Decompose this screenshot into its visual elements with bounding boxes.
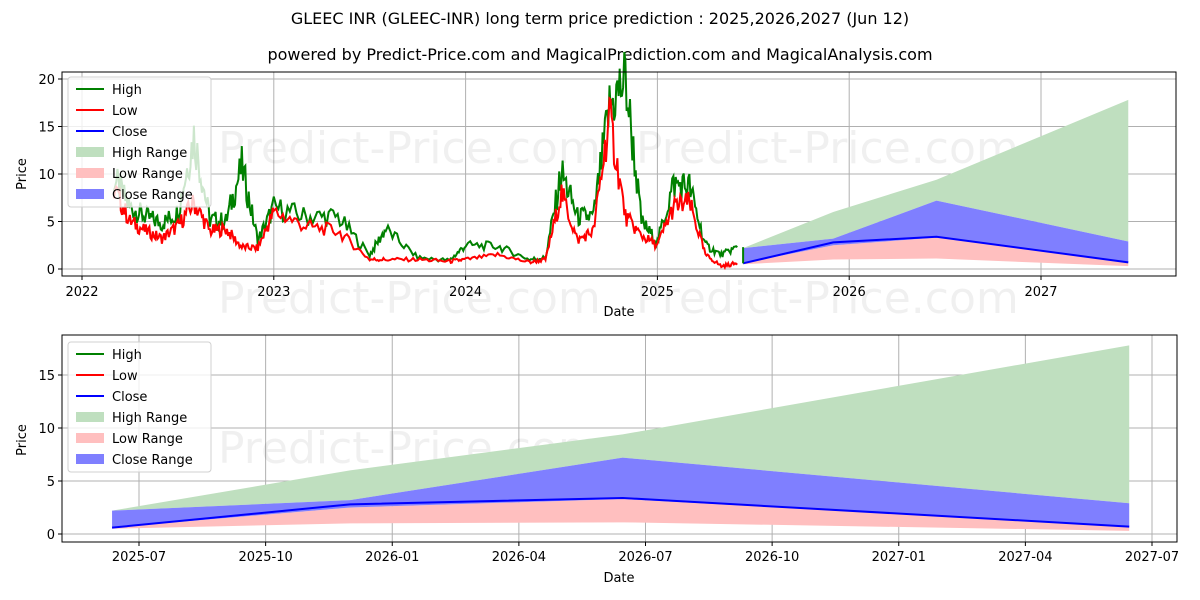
chart-title: GLEEC INR (GLEEC-INR) long term price pr… (290, 9, 910, 28)
top-prediction-fills (743, 99, 1129, 267)
legend-item: High Range (112, 411, 187, 426)
x-tick-label: 2026-07 (618, 550, 672, 565)
x-tick-label: 2027 (1024, 285, 1057, 300)
legend-item: Close Range (112, 453, 193, 468)
svg-text:Predict-Price.com: Predict-Price.com (636, 273, 1019, 324)
low-line (113, 96, 738, 271)
x-tick-label: 2025-10 (238, 550, 292, 565)
y-tick-label: 0 (47, 263, 55, 278)
y-tick-label: 5 (47, 475, 55, 490)
bottom-prediction-fills (112, 345, 1130, 531)
close-range-band (743, 200, 1129, 264)
y-tick-label: 10 (38, 422, 55, 437)
x-tick-label: 2027-01 (872, 550, 926, 565)
legend-item: High (112, 83, 142, 98)
top-axis-ticks: 0 5 10 15 20 2022 2023 2024 2025 2026 2027 (38, 73, 1057, 300)
legend-item: High (112, 348, 142, 363)
svg-text:Predict-Price.com: Predict-Price.com (636, 123, 1019, 174)
x-tick-label: 2026-10 (745, 550, 799, 565)
bottom-y-axis-label: Price (15, 424, 30, 456)
svg-text:Predict-Price.com: Predict-Price.com (218, 123, 601, 174)
legend-item: Close (112, 125, 147, 140)
legend-item: Low Range (112, 432, 183, 447)
svg-text:Predict-Price.com: Predict-Price.com (218, 273, 601, 324)
top-watermark: Predict-Price.com Predict-Price.com Predic… (218, 123, 1019, 324)
high-range-band (743, 99, 1129, 249)
bottom-legend: High Low Close High Range Low Range Close Ran… (67, 341, 212, 473)
legend-item: Close (112, 390, 147, 405)
top-chart: Predict-Price.com Predict-Price.com Predic… (15, 51, 1177, 324)
x-tick-label: 2025 (641, 285, 674, 300)
bottom-plot-frame (61, 334, 1178, 543)
y-tick-label: 20 (38, 73, 55, 88)
bottom-axis-ticks: 0 5 10 15 2025-07 2025-10 2026-01 2026-04 2026-0… (38, 369, 1179, 565)
x-tick-label: 2026-01 (365, 550, 419, 565)
top-close-line (742, 235, 1129, 265)
close-line (111, 496, 1130, 529)
x-tick-label: 2027-07 (1125, 550, 1179, 565)
x-tick-label: 2026-04 (492, 550, 546, 565)
legend-item: High Range (112, 146, 187, 161)
x-tick-label: 2022 (65, 285, 98, 300)
low-range-band (112, 499, 1130, 531)
y-tick-label: 10 (38, 168, 55, 183)
chart-subtitle: powered by Predict-Price.com and Magical… (267, 45, 933, 64)
x-tick-label: 2024 (449, 285, 482, 300)
top-x-axis-label: Date (603, 305, 634, 320)
close-line (742, 235, 1129, 265)
x-tick-label: 2023 (257, 285, 290, 300)
close-range-band (112, 457, 1130, 528)
y-tick-label: 15 (38, 121, 55, 136)
legend-item: Close Range (112, 188, 193, 203)
legend-item: Low (112, 369, 138, 384)
x-tick-label: 2027-04 (998, 550, 1052, 565)
low-range-band (743, 237, 1129, 267)
top-y-axis-label: Price (15, 158, 30, 190)
bottom-close-line (111, 496, 1130, 529)
legend-item: Low (112, 104, 138, 119)
high-range-band (112, 345, 1130, 511)
y-tick-label: 0 (47, 528, 55, 543)
x-tick-label: 2025-07 (112, 550, 166, 565)
x-tick-label: 2026 (833, 285, 866, 300)
legend-item: Low Range (112, 167, 183, 182)
top-legend: High Low Close High Range Low Range Close Ran… (67, 76, 212, 208)
y-tick-label: 15 (38, 369, 55, 384)
y-tick-label: 5 (47, 216, 55, 231)
bottom-x-axis-label: Date (603, 571, 634, 586)
